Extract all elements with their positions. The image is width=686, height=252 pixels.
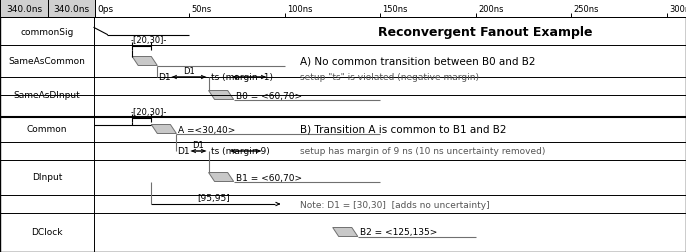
Text: 300ns: 300ns: [669, 5, 686, 13]
Polygon shape: [152, 125, 176, 134]
Text: 0ps: 0ps: [97, 5, 113, 13]
Text: ts (margin -1): ts (margin -1): [211, 73, 272, 82]
Bar: [95, 0, 686, 18]
Text: 50ns: 50ns: [191, 5, 212, 13]
Text: D1: D1: [193, 141, 204, 150]
Text: B2 = <125,135>: B2 = <125,135>: [359, 228, 437, 237]
Text: B0 = <60,70>: B0 = <60,70>: [236, 91, 302, 100]
Text: setup "ts" is violated (negative margin): setup "ts" is violated (negative margin): [300, 73, 480, 82]
Text: Note: D1 = [30,30]  [adds no uncertainty]: Note: D1 = [30,30] [adds no uncertainty]: [300, 200, 490, 209]
Text: [95,95]: [95,95]: [197, 194, 230, 203]
Text: -[20,30]-: -[20,30]-: [130, 35, 167, 44]
Polygon shape: [209, 173, 234, 182]
Text: 100ns: 100ns: [287, 5, 312, 13]
Polygon shape: [333, 228, 358, 237]
Bar: [48, 0, 95, 18]
Text: 340.0ns: 340.0ns: [6, 5, 42, 13]
Text: D1: D1: [158, 73, 171, 82]
Text: B) Transition A is common to B1 and B2: B) Transition A is common to B1 and B2: [300, 124, 507, 135]
Text: ts (margin 9): ts (margin 9): [211, 147, 270, 156]
Text: 340.0ns: 340.0ns: [54, 5, 90, 13]
Text: Reconvergent Fanout Example: Reconvergent Fanout Example: [378, 25, 593, 38]
Text: B1 = <60,70>: B1 = <60,70>: [236, 173, 302, 182]
Text: D1: D1: [183, 67, 195, 76]
Text: SameAsDInput: SameAsDInput: [14, 91, 80, 100]
Text: DClock: DClock: [32, 228, 62, 237]
Text: 200ns: 200ns: [478, 5, 504, 13]
Text: commonSig: commonSig: [21, 27, 73, 36]
Text: 250ns: 250ns: [573, 5, 599, 13]
Text: 150ns: 150ns: [383, 5, 408, 13]
Text: A) No common transition between B0 and B2: A) No common transition between B0 and B…: [300, 57, 536, 67]
Text: SameAsCommon: SameAsCommon: [8, 57, 86, 66]
Polygon shape: [132, 57, 157, 66]
Polygon shape: [209, 91, 234, 100]
Text: D1: D1: [178, 147, 190, 156]
Bar: [0, 0, 48, 18]
Text: setup has margin of 9 ns (10 ns uncertainty removed): setup has margin of 9 ns (10 ns uncertai…: [300, 147, 545, 156]
Text: A =<30,40>: A =<30,40>: [178, 125, 236, 134]
Text: -[20,30]-: -[20,30]-: [130, 107, 167, 116]
Text: DInput: DInput: [32, 173, 62, 182]
Text: Common: Common: [27, 125, 67, 134]
